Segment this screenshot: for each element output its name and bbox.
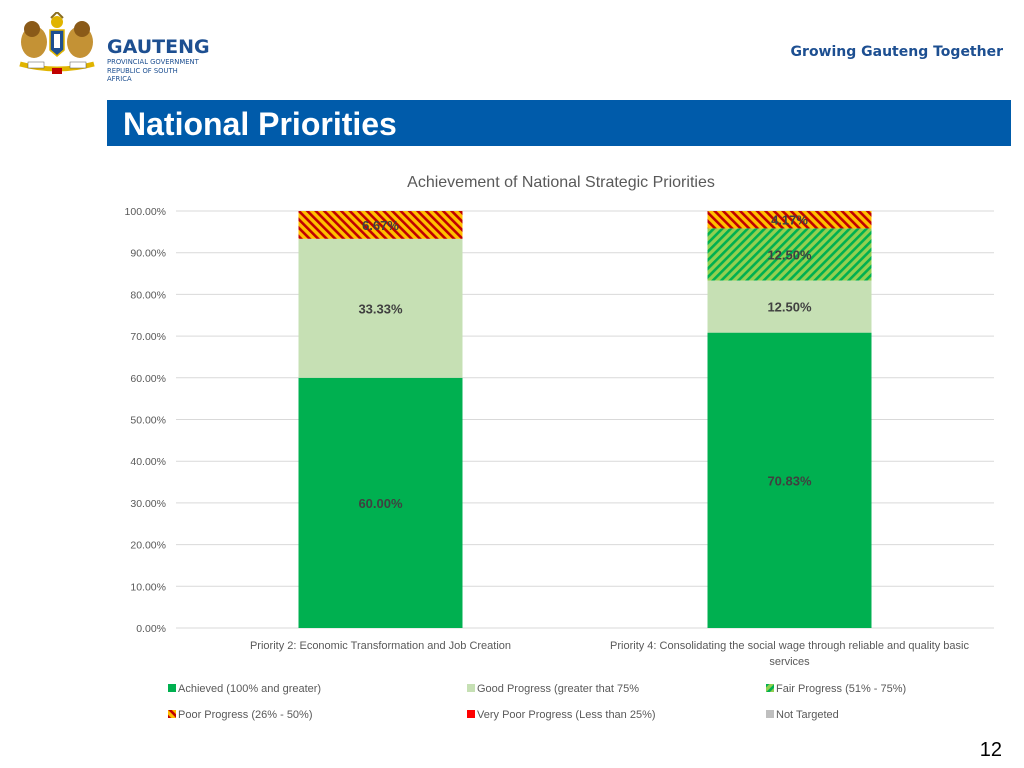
y-tick-label: 20.00% <box>130 540 166 552</box>
y-tick-label: 100.00% <box>125 206 166 218</box>
gauteng-logo: GAUTENG PROVINCIAL GOVERNMENT REPUBLIC O… <box>10 12 210 83</box>
y-tick-label: 60.00% <box>130 373 166 385</box>
bar-segment-fair <box>707 228 872 281</box>
org-subtitle: PROVINCIAL GOVERNMENT <box>107 58 199 66</box>
y-tick-label: 0.00% <box>136 623 166 635</box>
org-name: GAUTENG <box>107 36 210 58</box>
legend-swatch-fair <box>766 684 774 692</box>
data-label: 12.50% <box>767 247 812 262</box>
data-label: 12.50% <box>767 300 812 315</box>
coat-of-arms-icon <box>19 12 95 74</box>
data-label: 70.83% <box>767 473 812 488</box>
stacked-bar-chart: 0.00% 10.00% 20.00% 30.00% 40.00% 50.00% 60.00… <box>125 174 994 721</box>
x-category-label: Priority 4: Consolidating the social wag… <box>610 640 969 652</box>
bar-segment-good <box>298 238 463 378</box>
bar-segment-achieved <box>707 332 872 628</box>
bar-segment-achieved <box>298 377 463 628</box>
page-number: 12 <box>979 739 1002 761</box>
y-tick-label: 10.00% <box>130 581 166 593</box>
title-band: National Priorities <box>107 100 1011 146</box>
bar-segment-poor <box>707 211 872 229</box>
data-label: 4.17% <box>771 213 808 228</box>
bar-segment-poor <box>298 211 463 239</box>
legend-swatch-poor <box>168 710 176 718</box>
x-category-label: Priority 2: Economic Transformation and … <box>250 640 511 652</box>
legend-label: Not Targeted <box>776 709 839 721</box>
legend-swatch-achieved <box>168 684 176 692</box>
y-tick-label: 90.00% <box>130 248 166 260</box>
legend-label: Fair Progress (51% - 75%) <box>776 683 906 695</box>
bar-segment-good <box>707 280 872 333</box>
org-country: REPUBLIC OF SOUTH AFRICA <box>107 67 178 83</box>
data-label: 60.00% <box>358 496 403 511</box>
legend-swatch-good <box>467 684 475 692</box>
y-tick-label: 30.00% <box>130 498 166 510</box>
tagline: Growing Gauteng Together <box>790 44 1003 60</box>
y-tick-label: 40.00% <box>130 456 166 468</box>
legend-label: Poor Progress (26% - 50%) <box>178 709 313 721</box>
slide-title: National Priorities <box>123 106 397 142</box>
y-tick-label: 70.00% <box>130 331 166 343</box>
legend-label: Achieved (100% and greater) <box>178 683 321 695</box>
y-tick-label: 80.00% <box>130 289 166 301</box>
legend-label: Good Progress (greater that 75% <box>477 683 639 695</box>
x-category-label: services <box>769 656 810 668</box>
data-label: 6.67% <box>362 218 399 233</box>
chart-title: Achievement of National Strategic Priori… <box>407 174 715 191</box>
legend-swatch-very_poor <box>467 710 475 718</box>
data-label: 33.33% <box>358 301 403 316</box>
legend-label: Very Poor Progress (Less than 25%) <box>477 709 656 721</box>
legend-swatch-not_targeted <box>766 710 774 718</box>
y-tick-label: 50.00% <box>130 415 166 427</box>
